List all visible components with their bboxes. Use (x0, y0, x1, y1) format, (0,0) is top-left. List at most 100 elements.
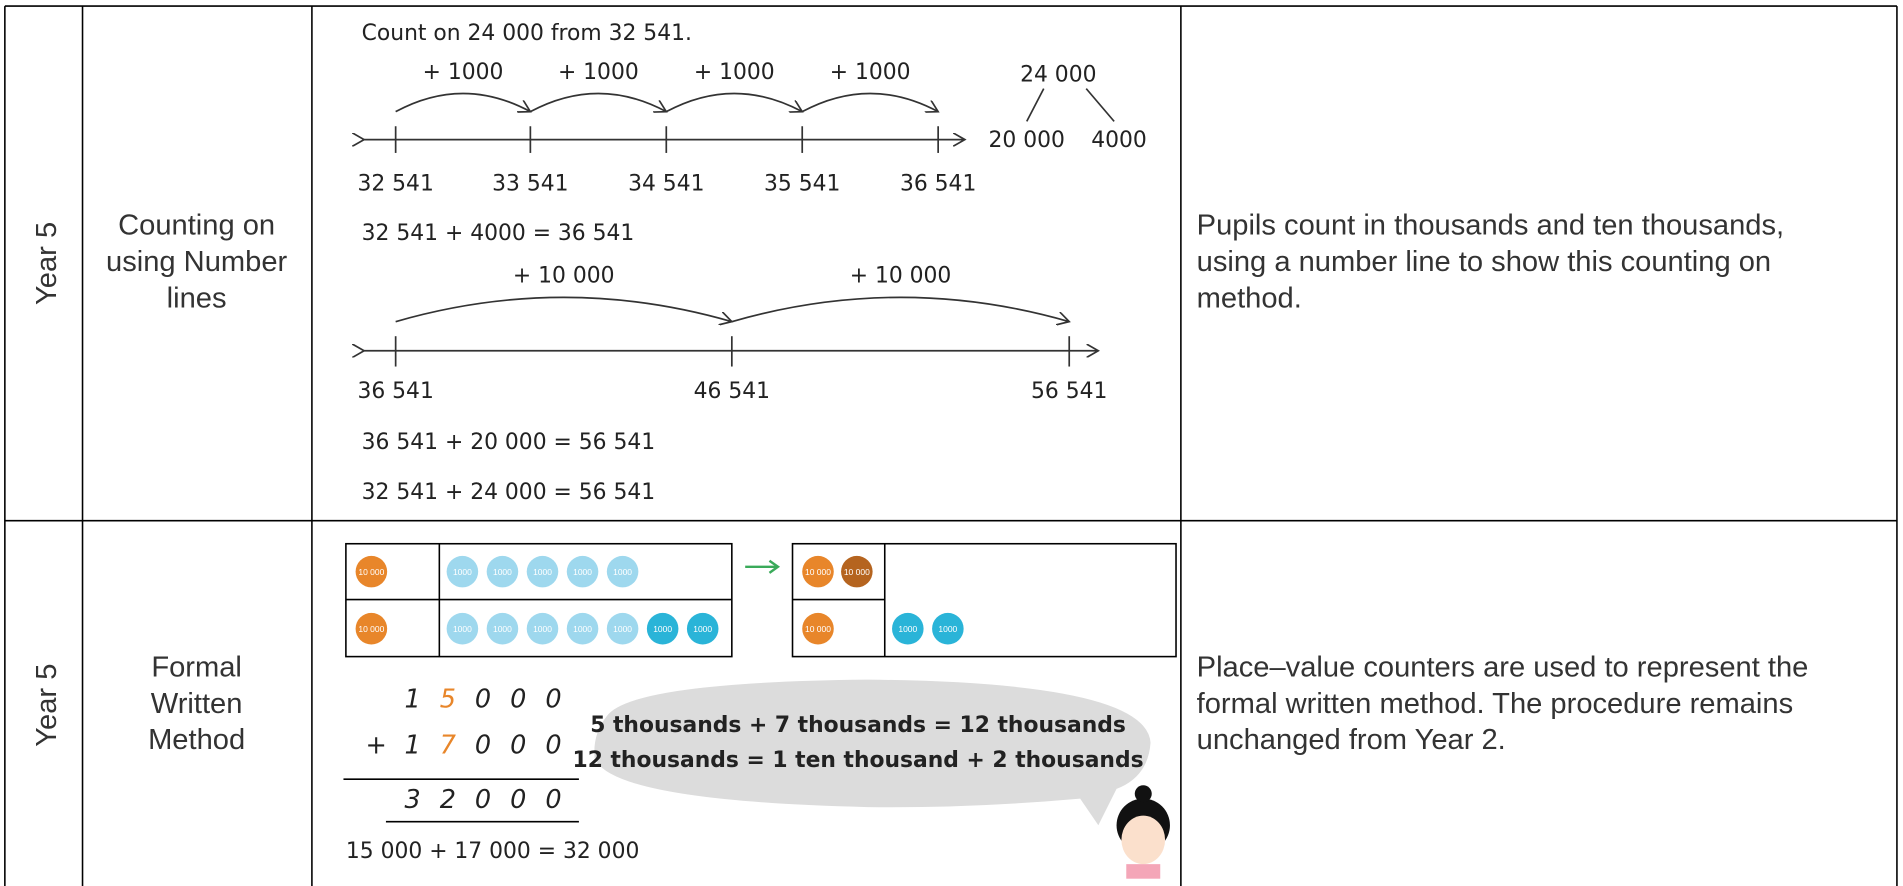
digit: 0 (510, 684, 526, 714)
tick-label: 35 541 (764, 171, 840, 196)
digit: 3 (405, 785, 421, 815)
digit: 1 (405, 730, 421, 760)
jump-label: + 1000 (423, 60, 504, 85)
digit: 0 (510, 785, 526, 815)
counter (606, 612, 639, 645)
equation: 36 541 + 20 000 = 56 541 (362, 430, 655, 455)
counter-label: 1000 (533, 567, 552, 577)
prompt: Count on 24 000 from 32 541. (362, 21, 692, 46)
counter-label: 1000 (573, 624, 592, 634)
tick-label: 56 541 (1031, 379, 1107, 404)
digit: 0 (545, 684, 561, 714)
partition-link (1085, 88, 1115, 122)
counter-label: 1000 (453, 567, 472, 577)
digit: 5 (440, 684, 456, 714)
equation: 32 541 + 4000 = 36 541 (362, 221, 635, 246)
speech-text: 5 thousands + 7 thousands = 12 thousands (590, 713, 1126, 738)
counter-label: 1000 (493, 624, 512, 634)
counter-label: 1000 (898, 624, 917, 634)
counter-label: 10 000 (358, 567, 384, 577)
method-label: lines (167, 282, 227, 314)
counter-label: 1000 (653, 624, 672, 634)
jump-label: + 1000 (830, 60, 911, 85)
counter (606, 555, 639, 588)
counter (355, 612, 388, 645)
counter (566, 555, 599, 588)
tick-label: 36 541 (357, 379, 433, 404)
tick-label: 46 541 (694, 379, 770, 404)
counter (566, 612, 599, 645)
method-label: Written (151, 688, 243, 720)
counter-label: 1000 (938, 624, 957, 634)
digit: 0 (510, 730, 526, 760)
method-label: Method (148, 724, 245, 756)
tick-label: 32 541 (357, 171, 433, 196)
counter-label: 10 000 (805, 567, 831, 577)
counter (355, 555, 388, 588)
description: Place–value counters are used to represe… (1197, 651, 1809, 683)
counter-label: 10 000 (805, 624, 831, 634)
equation: 32 541 + 24 000 = 56 541 (362, 480, 655, 505)
counter (802, 555, 834, 588)
partition-part: 20 000 (989, 128, 1065, 153)
method-label: Counting on (118, 210, 275, 242)
counter (646, 612, 679, 645)
counter-label: 1000 (693, 624, 712, 634)
digit: 0 (475, 785, 491, 815)
jump-arc (395, 296, 732, 321)
arrow-head (768, 559, 781, 574)
partition-part: 4000 (1091, 128, 1147, 153)
speech-bubble (594, 679, 1151, 826)
tick-label: 34 541 (628, 171, 704, 196)
counter (892, 612, 924, 645)
description: unchanged from Year 2. (1197, 724, 1506, 756)
partition-whole: 24 000 (1020, 62, 1096, 87)
counter-label: 1000 (613, 567, 632, 577)
digit: 0 (475, 684, 491, 714)
equation: 15 000 + 17 000 = 32 000 (346, 839, 639, 864)
girl-face (1121, 815, 1166, 865)
jump-label: + 10 000 (513, 264, 615, 289)
speech-text: 12 thousands = 1 ten thousand + 2 thousa… (573, 748, 1144, 773)
method-label: using Number (106, 246, 288, 278)
counter (446, 612, 479, 645)
counter-label: 10 000 (358, 624, 384, 634)
description: Pupils count in thousands and ten thousa… (1197, 210, 1784, 242)
year-label: Year 5 (31, 222, 63, 305)
digit: 2 (440, 785, 456, 815)
counter (526, 555, 559, 588)
girl-body (1126, 864, 1161, 879)
jump-arc (731, 296, 1069, 321)
counter-label: 1000 (533, 624, 552, 634)
digit: 0 (475, 730, 491, 760)
jump-label: + 1000 (694, 60, 775, 85)
description: using a number line to show this countin… (1197, 246, 1771, 278)
digit: 0 (545, 730, 561, 760)
tick-label: 33 541 (492, 171, 568, 196)
jump-label: + 10 000 (850, 264, 952, 289)
counter-label: 1000 (493, 567, 512, 577)
counter (841, 555, 873, 588)
jump-arc (801, 92, 938, 111)
counter-label: 1000 (573, 567, 592, 577)
table-grid (4, 5, 1898, 886)
description: formal written method. The procedure rem… (1197, 688, 1793, 720)
counter (526, 612, 559, 645)
jump-arc (395, 92, 531, 111)
jump-arc (529, 92, 666, 111)
digit: 0 (545, 785, 561, 815)
girl-bun (1134, 785, 1152, 803)
jump-arc (665, 92, 802, 111)
counter-label: 10 000 (844, 567, 870, 577)
digit: 7 (440, 730, 456, 760)
partition-link (1025, 88, 1045, 122)
counter (446, 555, 479, 588)
year-label: Year 5 (31, 664, 63, 747)
counter (686, 612, 719, 645)
counter (486, 555, 519, 588)
counter (932, 612, 964, 645)
counter-label: 1000 (613, 624, 632, 634)
description: method. (1197, 282, 1302, 314)
